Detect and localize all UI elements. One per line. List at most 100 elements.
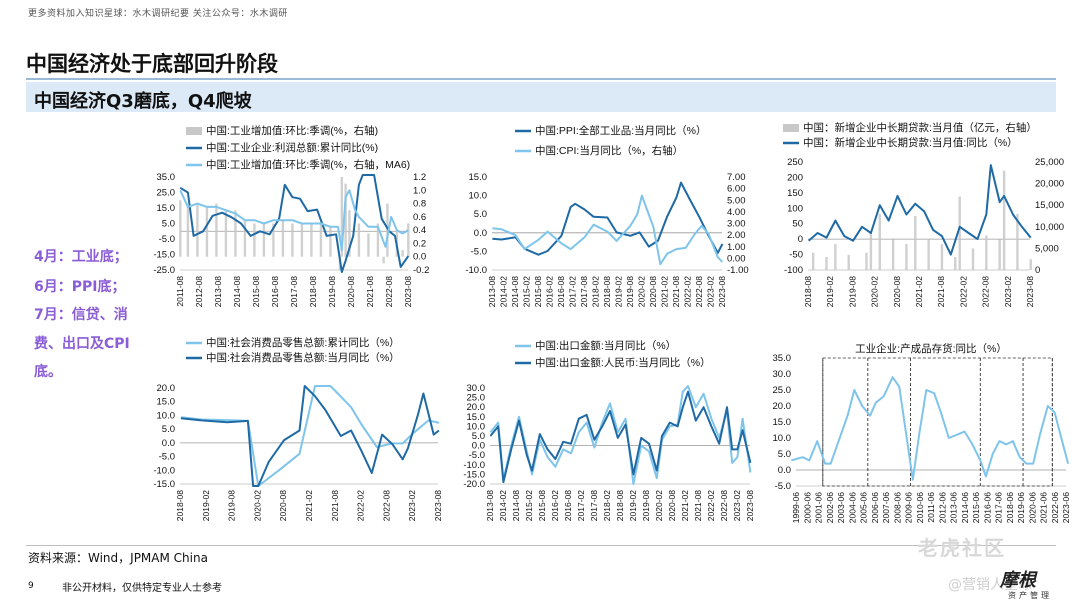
chart-3-xtick-6: 2021-08 [936,276,946,307]
chart-1-series-3-line [179,189,409,252]
chart-6-xtick-13: 2012-06 [937,492,947,523]
chart-1-bar-0 [179,200,182,257]
chart-5-xtick-19: 2023-02 [732,490,742,521]
brand-logo: 摩根 [1000,570,1036,591]
chart-1-bar-13 [300,223,304,257]
chart-5-legend-label-0: 中国:出口金额:当月同比（%） [535,339,676,352]
chart-4-series-1-line [180,385,440,487]
chart-1-bar-12 [291,223,294,257]
chart-2-series-1-line [492,181,724,256]
chart-1-y2tick-5: 0.2 [413,238,426,249]
chart-1-y2tick-0: 1.2 [413,172,426,183]
chart-2-y2tick-6: 1.00 [727,242,746,253]
chart-4-xtick-3: 2020-02 [252,490,262,521]
chart-2-xtick-1: 2014-02 [499,276,509,307]
chart-1-ytick-4: -5.0 [159,234,175,245]
chart-6-xtick-0: 1999-06 [791,492,801,523]
chart-3-legend-label-1: 中国：新增企业中长期贷款:当月值:同比（%） [803,136,1018,149]
chart-2-ytick-3: 0.0 [474,228,487,239]
chart-1-bar-10 [272,223,275,257]
chart-6-xtick-15: 2014-06 [960,492,970,523]
chart-5-xtick-14: 2020-08 [667,490,677,521]
source-note: 资料来源：Wind，JPMAM China [28,551,208,565]
chart-4-ytick-7: -15.0 [153,479,175,490]
chart-5-legend-label-1: 中国:出口金额:人民币:当月同比（%） [535,356,711,369]
chart-1-ytick-0: 35.0 [157,172,176,183]
chart-6-xtick-10: 2009-06 [904,492,914,523]
chart-3-bar-13 [958,196,961,270]
chart-5-xtick-17: 2022-02 [706,490,716,521]
chart-6-xtick-16: 2015-06 [971,492,981,523]
chart-6-ytick-5: 10.0 [773,433,792,444]
chart-1-xtick-10: 2021-08 [365,276,375,307]
chart-6-ytick-6: 5.0 [778,449,791,460]
chart-3-bar-10 [927,239,930,270]
chart-4-ytick-2: 10.0 [157,410,176,421]
brand-logo-subtitle: 资产管理 [1008,591,1052,600]
chart-1-xtick-0: 2011-08 [175,276,185,307]
chart-2-xtick-12: 2019-08 [625,276,635,307]
chart-5-xtick-18: 2022-08 [719,490,729,521]
chart-2-y2tick-5: 2.00 [727,230,746,241]
title-divider [26,78,1056,80]
chart-4-ytick-4: 0.0 [162,438,175,449]
chart-1-ytick-3: 5.0 [162,219,175,230]
chart-3-xtick-0: 2018-08 [803,276,813,307]
chart-6-xtick-17: 2016-06 [982,492,992,523]
chart-4-ytick-3: 5.0 [162,424,175,435]
chart-6-xtick-12: 2011-06 [926,492,936,523]
chart-6-ytick-1: 30.0 [773,369,792,380]
chart-3-bar-12 [954,257,957,270]
chart-1-legend-label-2: 中国:工业增加值:环比:季调(%，右轴，MA6) [206,158,410,171]
chart-4-legend-label-0: 中国:社会消费品零售总额:累计同比（%） [206,336,400,349]
chart-3-y2tick-2: 15,000 [1035,200,1064,211]
chart-3-bar-9 [914,216,917,270]
chart-1-xtick-6: 2017-08 [289,276,299,307]
chart-1-xtick-5: 2016-08 [270,276,280,307]
chart-3-bar-4 [865,252,868,270]
chart-3-xtick-2: 2019-08 [847,276,857,307]
chart-5-ytick-5: 5.0 [472,431,485,442]
chart-4-ytick-0: 20.0 [157,383,176,394]
chart-6-xtick-1: 2000-06 [802,492,812,523]
chart-6-ytick-0: 35.0 [773,353,792,364]
chart-1-bar-18 [340,177,344,257]
chart-2-y2tick-8: -1.00 [727,265,749,276]
chart-3-series-2-line [808,164,1032,256]
chart-1-bar-11 [281,220,285,257]
chart-1-legend-label-0: 中国:工业增加值:环比:季调(%，右轴) [206,124,378,137]
chart-4-xtick-2: 2019-08 [227,490,237,521]
chart-6-xtick-2: 2001-06 [814,492,824,523]
chart-2-ytick-1: 10.0 [469,191,488,202]
chart-2-xtick-20: 2023-08 [717,276,727,307]
chart-6-xtick-19: 2018-06 [1005,492,1015,523]
chart-1-ytick-6: -25.0 [153,265,175,276]
chart-3-y2tick-3: 10,000 [1035,222,1064,233]
chart-3-legend-swatch-0 [783,124,799,132]
chart-2-xtick-14: 2020-08 [648,276,658,307]
chart-2-ytick-0: 15.0 [469,172,488,183]
chart-1-y2tick-3: 0.6 [413,212,426,223]
chart-4-ytick-1: 15.0 [157,397,176,408]
chart-5-xtick-2: 2014-08 [511,490,521,521]
chart-3-ytick-1: 200 [787,172,803,183]
chart-5-ytick-0: 30.0 [467,383,486,394]
chart-5-ytick-4: 10.0 [467,421,486,432]
chart-6-ytick-7: 0.0 [778,465,791,476]
chart-3-bar-16 [998,239,1001,270]
chart-2-y2tick-4: 3.00 [727,219,746,230]
chart-3-xtick-4: 2020-08 [892,276,902,307]
chart-2-y2tick-3: 4.00 [727,207,746,218]
chart-6-xtick-21: 2020-06 [1027,492,1037,523]
chart-3-bar-18 [1016,213,1019,270]
chart-6-xtick-6: 2005-06 [859,492,869,523]
chart-3-bar-8 [905,244,908,270]
chart-1-bar-1 [186,206,190,257]
chart-4-series-2-line [180,385,440,487]
chart-1-xtick-8: 2019-08 [327,276,337,307]
chart-1-bar-3 [205,206,209,257]
chart-2-xtick-17: 2022-02 [683,276,693,307]
chart-6-xtick-7: 2006-06 [870,492,880,523]
page-number: 9 [28,581,34,591]
chart-2-xtick-4: 2015-08 [533,276,543,307]
